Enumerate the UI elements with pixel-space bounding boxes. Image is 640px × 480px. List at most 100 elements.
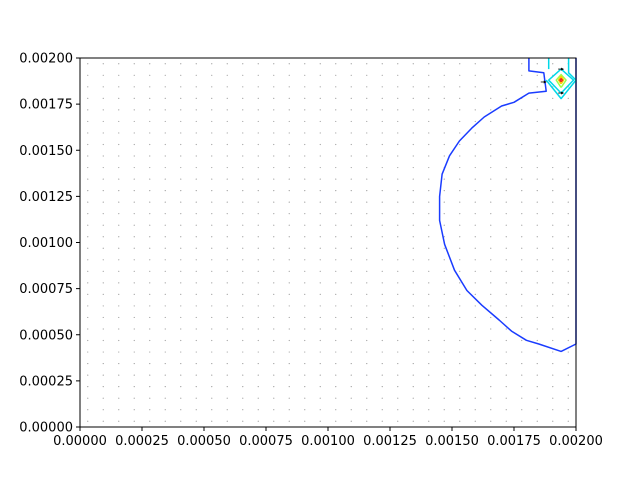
sample-dot [536, 63, 538, 65]
sample-dot [304, 166, 306, 169]
sample-dot [552, 305, 554, 307]
sample-dot [118, 397, 120, 399]
sample-dot [164, 201, 166, 203]
sample-dot [412, 155, 414, 157]
sample-dot [350, 339, 352, 342]
sample-dot [552, 97, 554, 99]
sample-dot [459, 305, 461, 307]
sample-dot [319, 74, 321, 76]
sample-dot [180, 397, 182, 399]
sample-dot [505, 247, 507, 249]
sample-dot [242, 247, 244, 249]
sample-dot [397, 109, 399, 111]
sample-dot [536, 374, 538, 376]
sample-dot [521, 339, 523, 342]
sample-dot [505, 109, 507, 111]
sample-dot [381, 155, 383, 157]
sample-dot [304, 270, 306, 272]
sample-dot [149, 224, 151, 226]
sample-dot [474, 259, 476, 261]
sample-dot [552, 143, 554, 146]
sample-dot [350, 201, 352, 203]
sample-dot [118, 86, 120, 88]
sample-dot [180, 97, 182, 99]
sample-dot [443, 282, 445, 284]
sample-dot [536, 386, 538, 388]
sample-dot [195, 374, 197, 376]
sample-dot [490, 166, 492, 169]
sample-dot [288, 109, 290, 111]
sample-dot [87, 190, 89, 192]
sample-dot [490, 409, 492, 411]
sample-dot [428, 86, 430, 88]
sample-dot [226, 351, 228, 353]
sample-dot [257, 166, 259, 169]
sample-dot [87, 224, 89, 226]
sample-dot [443, 259, 445, 261]
sample-dot [335, 293, 337, 295]
sample-dot [102, 166, 104, 169]
sample-dot [319, 351, 321, 353]
sample-dot [87, 293, 89, 295]
sample-dot [428, 362, 430, 365]
sample-dot [304, 247, 306, 249]
sample-dot [288, 316, 290, 319]
sample-dot [397, 63, 399, 65]
sample-dot [211, 420, 213, 422]
sample-dot [366, 328, 368, 330]
sample-dot [133, 213, 135, 215]
sample-dot [226, 316, 228, 319]
sample-dot [366, 316, 368, 319]
sample-dot [459, 328, 461, 330]
sample-dot [118, 293, 120, 295]
sample-dot [102, 397, 104, 399]
sample-dot [257, 190, 259, 192]
sample-dot [428, 201, 430, 203]
sample-dot [490, 63, 492, 65]
sample-dot [443, 316, 445, 319]
sample-dot [133, 386, 135, 388]
sample-dot [319, 409, 321, 411]
sample-dot [567, 97, 569, 99]
sample-dot [149, 305, 151, 307]
sample-dot [366, 190, 368, 192]
sample-dot [443, 190, 445, 192]
sample-dot [505, 224, 507, 226]
sample-dot [87, 339, 89, 342]
sample-dot [412, 236, 414, 238]
sample-dot [443, 143, 445, 146]
sample-dot [552, 339, 554, 342]
sample-dot [149, 247, 151, 249]
sample-dot [226, 328, 228, 330]
sample-dot [536, 351, 538, 353]
sample-dot [381, 190, 383, 192]
sample-dot [242, 166, 244, 169]
sample-dot [567, 213, 569, 215]
sample-dot [567, 166, 569, 169]
sample-dot [397, 397, 399, 399]
sample-dot [211, 224, 213, 226]
sample-dot [226, 155, 228, 157]
sample-dot [304, 155, 306, 157]
sample-dot [381, 397, 383, 399]
sample-dot [474, 282, 476, 284]
sample-dot [87, 351, 89, 353]
sample-dot [381, 166, 383, 169]
sample-dot [133, 362, 135, 365]
sample-dot [474, 86, 476, 88]
sample-dot [102, 74, 104, 76]
sample-dot [505, 351, 507, 353]
sample-dot [381, 224, 383, 226]
sample-dot [490, 351, 492, 353]
sample-dot [149, 282, 151, 284]
sample-dot [490, 374, 492, 376]
sample-dot [87, 143, 89, 146]
sample-dot [288, 190, 290, 192]
sample-dot [381, 374, 383, 376]
sample-dot [211, 166, 213, 169]
x-tick-label: 0.00000 [53, 434, 107, 449]
sample-dot [335, 351, 337, 353]
sample-dot [164, 155, 166, 157]
sample-dot [381, 293, 383, 295]
sample-dot [443, 74, 445, 76]
